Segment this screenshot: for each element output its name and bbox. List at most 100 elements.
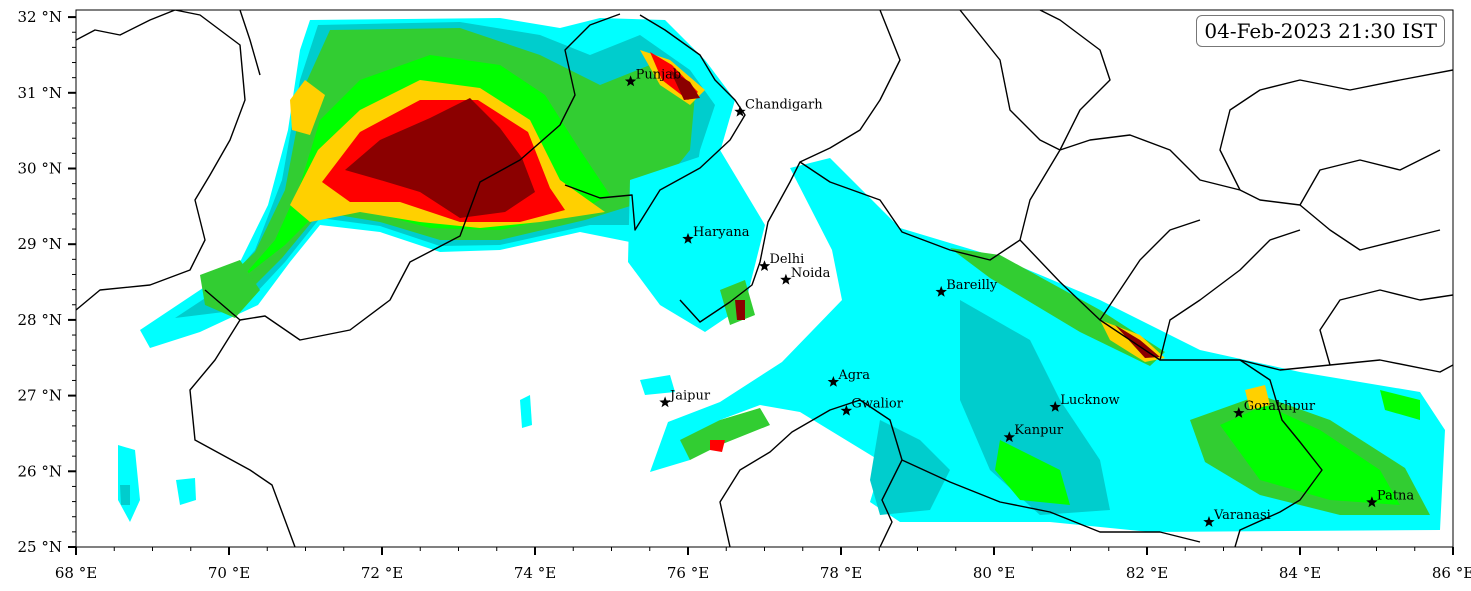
lon-tick-label: 84 °E [1279, 564, 1321, 582]
lon-tick-label: 70 °E [208, 564, 250, 582]
star-icon [827, 376, 840, 387]
lat-tick-label: 32 °N [18, 8, 62, 26]
boundary-line [189, 319, 296, 547]
boundary-line [719, 399, 903, 547]
rain-area [680, 408, 770, 460]
rain-area [1380, 390, 1420, 420]
lon-tick-label: 76 °E [667, 564, 709, 582]
rain-area [290, 80, 325, 135]
city-label: Jaipur [668, 388, 711, 403]
boundary-line [239, 10, 261, 76]
city-label: Kanpur [1014, 423, 1064, 438]
boundary-line [799, 161, 1453, 373]
city-varanasi: Varanasi [1203, 508, 1271, 527]
rain-area [118, 445, 140, 522]
city-lucknow: Lucknow [1049, 393, 1120, 412]
city-label: Gwalior [851, 397, 903, 412]
star-icon [682, 232, 694, 244]
rain-area [870, 420, 950, 515]
city-label: Lucknow [1060, 393, 1120, 408]
lat-tick-label: 29 °N [18, 235, 62, 253]
boundary-line [1159, 229, 1301, 361]
boundary-line [1099, 219, 1201, 321]
lat-tick-label: 28 °N [18, 311, 62, 329]
boundary-line [1019, 134, 1441, 251]
rain-area [1245, 385, 1270, 410]
star-icon [840, 404, 853, 416]
boundary-lines [76, 10, 1453, 547]
rain-area [1115, 325, 1160, 358]
city-label: Varanasi [1213, 508, 1271, 523]
city-punjab: Punjab [624, 67, 682, 87]
boundary-line [1234, 359, 1323, 547]
city-label: Bareilly [946, 278, 998, 293]
city-gorakhpur: Gorakhpur [1233, 399, 1316, 418]
city-label: Patna [1377, 488, 1415, 503]
city-haryana: Haryana [682, 225, 750, 244]
star-icon [935, 285, 947, 297]
lon-tick-label: 82 °E [1126, 564, 1168, 582]
city-noida: Noida [780, 266, 831, 285]
star-icon [624, 75, 637, 87]
axis-ticks: 68 °E 70 °E 72 °E 74 °E 76 °E 78 °E 80 °E 82 °E… [18, 8, 1471, 582]
rain-area [120, 485, 130, 505]
city-label: Noida [791, 266, 831, 281]
lon-tick-label: 78 °E [820, 564, 862, 582]
lat-tick-label: 26 °N [18, 462, 62, 480]
boundary-line [564, 14, 746, 231]
boundary-line [76, 10, 246, 311]
city-agra: Agra [827, 368, 870, 387]
city-label: Delhi [770, 252, 805, 267]
city-patna: Patna [1366, 488, 1415, 508]
lon-tick-label: 72 °E [361, 564, 403, 582]
star-icon [1366, 496, 1378, 508]
boundary-line [204, 13, 621, 341]
lat-tick-label: 31 °N [18, 84, 62, 102]
city-jaipur: Jaipur [659, 388, 711, 408]
city-kanpur: Kanpur [1003, 423, 1064, 443]
boundary-line [1039, 10, 1111, 151]
precipitation-layer [118, 18, 1445, 532]
star-icon [1003, 431, 1015, 443]
lon-tick-label: 74 °E [514, 564, 556, 582]
lon-tick-label: 80 °E [973, 564, 1015, 582]
city-label: Gorakhpur [1244, 399, 1316, 414]
rain-area [735, 300, 745, 320]
city-gwalior: Gwalior [840, 397, 904, 416]
boundary-line [1299, 149, 1441, 206]
lon-tick-label: 68 °E [55, 564, 97, 582]
star-icon [1233, 407, 1245, 418]
lat-tick-label: 27 °N [18, 387, 62, 405]
rain-area [995, 440, 1070, 505]
rain-area [640, 375, 675, 395]
city-bareilly: Bareilly [935, 278, 998, 297]
star-icon [758, 260, 771, 271]
boundary-line [901, 459, 1201, 543]
star-icon [1049, 401, 1061, 412]
rain-area [200, 260, 260, 318]
boundary-line [1319, 289, 1453, 366]
boundary-line [76, 10, 176, 41]
boundary-line [1219, 69, 1453, 191]
city-label: Agra [837, 368, 870, 383]
star-icon [1203, 516, 1215, 527]
city-label: Punjab [636, 67, 682, 82]
rain-area [710, 440, 725, 452]
rain-area [345, 98, 535, 218]
lon-tick-label: 86 °E [1432, 564, 1471, 582]
rain-area [520, 395, 532, 428]
lat-tick-label: 30 °N [18, 160, 62, 178]
timestamp-label: 04-Feb-2023 21:30 IST [1196, 15, 1445, 47]
boundary-line [679, 10, 901, 323]
city-delhi: Delhi [758, 252, 805, 271]
star-icon [734, 105, 746, 117]
lat-tick-label: 25 °N [18, 538, 62, 556]
city-label: Chandigarh [745, 98, 823, 113]
rain-area [670, 70, 700, 100]
star-icon [659, 396, 671, 408]
rain-area [176, 478, 196, 505]
city-chandigarh: Chandigarh [734, 98, 823, 117]
boundary-line [959, 10, 1061, 151]
